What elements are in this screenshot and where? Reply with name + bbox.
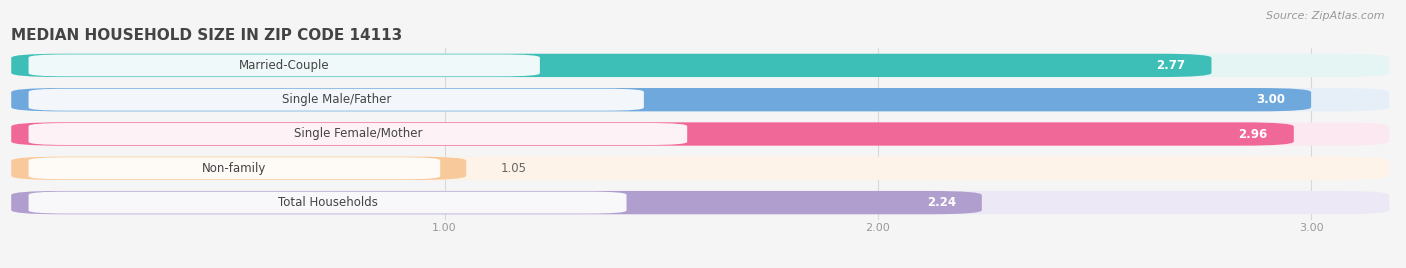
Text: Non-family: Non-family: [202, 162, 267, 175]
Text: Total Households: Total Households: [277, 196, 377, 209]
Text: 2.24: 2.24: [927, 196, 956, 209]
FancyBboxPatch shape: [28, 54, 540, 76]
Text: 2.96: 2.96: [1239, 128, 1268, 140]
FancyBboxPatch shape: [11, 54, 1389, 77]
Text: Single Male/Father: Single Male/Father: [281, 93, 391, 106]
FancyBboxPatch shape: [11, 157, 1389, 180]
FancyBboxPatch shape: [28, 157, 440, 179]
FancyBboxPatch shape: [11, 122, 1294, 146]
FancyBboxPatch shape: [11, 191, 981, 214]
FancyBboxPatch shape: [11, 191, 1389, 214]
FancyBboxPatch shape: [28, 123, 688, 145]
FancyBboxPatch shape: [28, 89, 644, 111]
Text: Single Female/Mother: Single Female/Mother: [294, 128, 422, 140]
Text: 2.77: 2.77: [1157, 59, 1185, 72]
FancyBboxPatch shape: [11, 54, 1212, 77]
Text: 3.00: 3.00: [1256, 93, 1285, 106]
FancyBboxPatch shape: [11, 157, 467, 180]
FancyBboxPatch shape: [11, 88, 1389, 111]
FancyBboxPatch shape: [11, 88, 1312, 111]
Text: Source: ZipAtlas.com: Source: ZipAtlas.com: [1267, 11, 1385, 21]
FancyBboxPatch shape: [11, 122, 1389, 146]
Text: MEDIAN HOUSEHOLD SIZE IN ZIP CODE 14113: MEDIAN HOUSEHOLD SIZE IN ZIP CODE 14113: [11, 28, 402, 43]
Text: Married-Couple: Married-Couple: [239, 59, 329, 72]
Text: 1.05: 1.05: [501, 162, 527, 175]
FancyBboxPatch shape: [28, 192, 627, 214]
